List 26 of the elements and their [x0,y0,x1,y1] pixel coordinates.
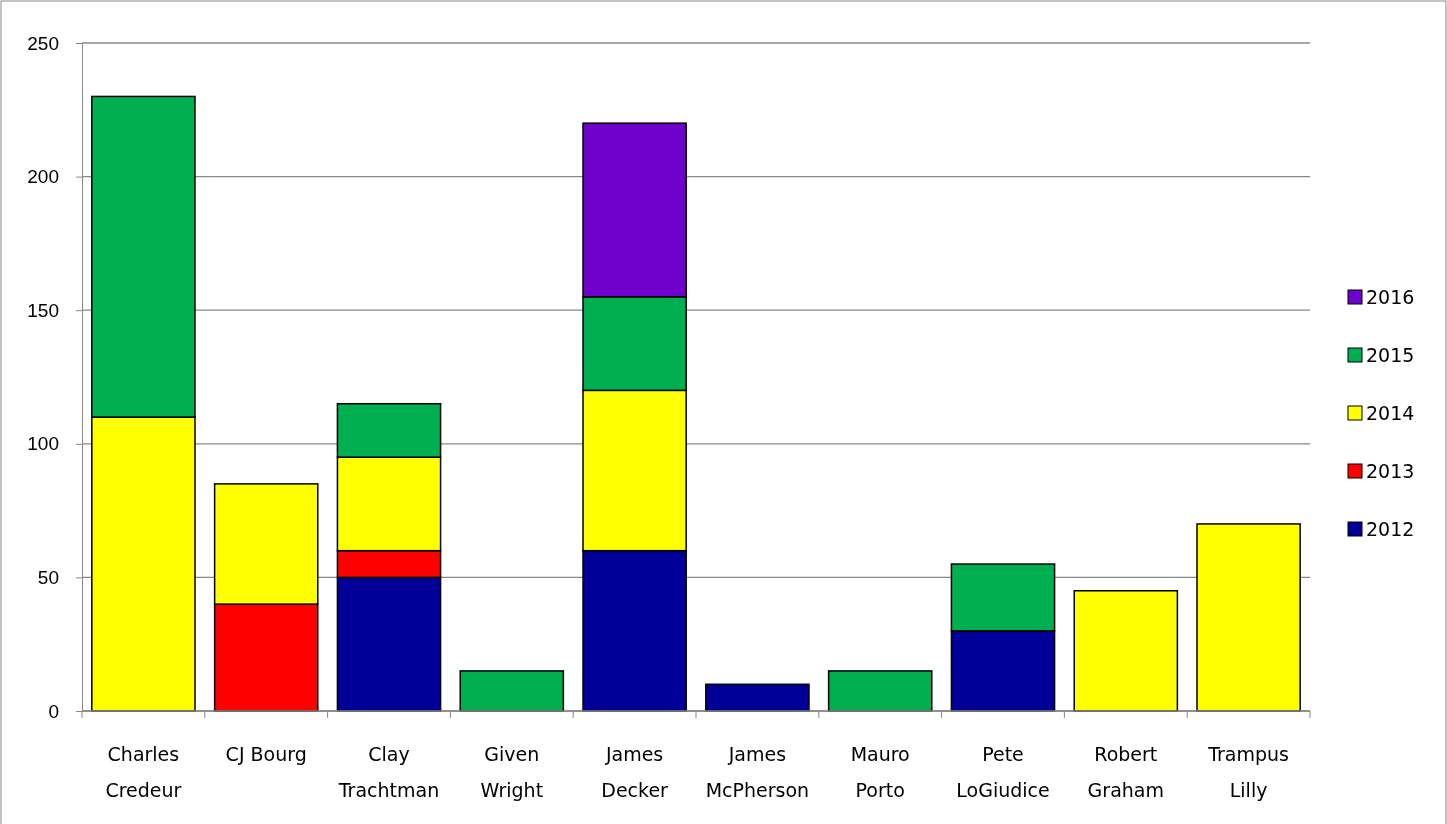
x-tick-label: Pete LoGiudice [956,743,1050,801]
legend-label: 2013 [1366,460,1415,482]
x-tick-label: Trampus Lilly [1207,743,1289,801]
y-tick-label: 0 [48,700,59,722]
x-tick-label: Clay Trachtman [337,743,440,801]
y-tick-label: 200 [27,166,59,188]
legend-label: 2016 [1366,286,1415,308]
y-tick-label: 250 [27,32,59,54]
y-tick-label: 150 [27,299,59,321]
x-tick-label: Mauro Porto [850,743,910,801]
legend-label: 2012 [1366,518,1415,540]
legend-label: 2015 [1366,344,1415,366]
y-tick-label: 100 [27,433,59,455]
bar [1196,523,1301,712]
bar [1073,590,1179,712]
x-tick-label: Charles Credeur [105,743,182,801]
x-tick-label: CJ Bourg [225,743,307,765]
bar [827,670,933,712]
x-tick-label: Given Wright [480,743,544,801]
legend-label: 2014 [1366,402,1415,424]
y-tick-label: 50 [37,566,59,588]
x-tick-label: James McPherson [705,743,810,801]
bar [459,670,565,712]
x-tick-label: James Decker [601,743,669,801]
bar [705,683,810,712]
x-tick-label: Robert Graham [1087,743,1164,801]
